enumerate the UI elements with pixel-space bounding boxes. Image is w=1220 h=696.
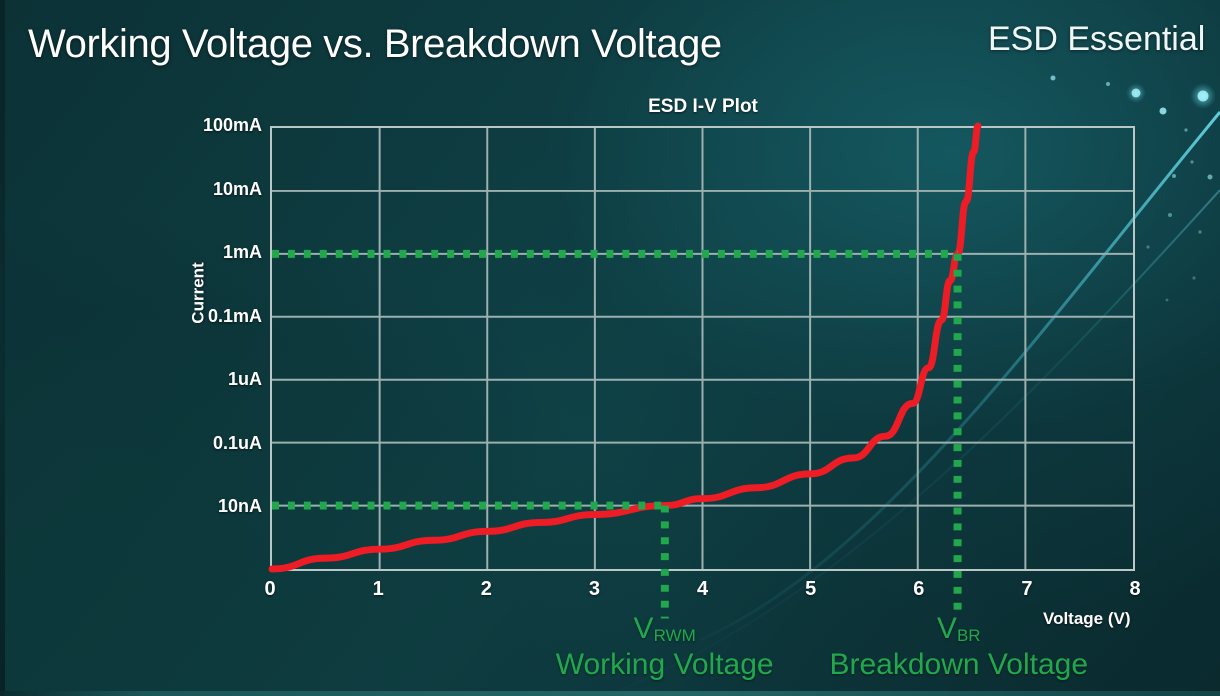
x-tick-label: 2	[480, 578, 492, 600]
annotation-symbol-breakdown-voltage: VBR	[936, 612, 981, 645]
x-axis-ticks: 0 1 2 3 4 5 6 7 8	[0, 578, 1220, 606]
annotation-name-working-voltage: Working Voltage	[555, 648, 774, 681]
x-tick-label: 8	[1129, 578, 1141, 600]
plot-area	[268, 122, 1135, 619]
x-tick-label: 0	[264, 578, 276, 600]
x-axis-label: Voltage (V)	[1043, 609, 1131, 628]
x-tick-label: 3	[588, 578, 600, 600]
y-axis-ticks: 100mA 10mA 1mA 0.1mA 1uA 0.1uA 10nA	[180, 115, 262, 571]
x-tick-label: 1	[372, 578, 384, 600]
y-axis-label: Current	[188, 262, 208, 324]
y-tick-label: 0.1mA	[207, 305, 262, 326]
x-tick-label: 4	[696, 578, 709, 600]
iv-curve	[268, 122, 982, 573]
x-tick-label: 6	[913, 578, 925, 600]
bottom-edge-band	[0, 691, 1220, 696]
annotation-lines	[272, 249, 962, 619]
y-tick-label: 1mA	[222, 242, 262, 262]
x-tick-label: 5	[805, 578, 817, 600]
annotation-name-breakdown-voltage: Breakdown Voltage	[829, 648, 1089, 681]
left-edge-band	[0, 0, 5, 696]
page-title: Working Voltage vs. Breakdown Voltage	[28, 22, 722, 66]
y-tick-label: 1uA	[227, 369, 262, 389]
y-tick-label: 10mA	[212, 178, 262, 199]
y-tick-label: 10nA	[217, 496, 262, 516]
header-series-label: ESD Essential	[988, 20, 1206, 58]
chart-title: ESD I-V Plot	[648, 96, 758, 117]
annotation-symbol-working-voltage: VRWM	[633, 612, 696, 645]
x-tick-label: 7	[1021, 578, 1033, 600]
y-tick-label: 0.1uA	[212, 432, 262, 453]
y-tick-label: 100mA	[202, 115, 262, 135]
